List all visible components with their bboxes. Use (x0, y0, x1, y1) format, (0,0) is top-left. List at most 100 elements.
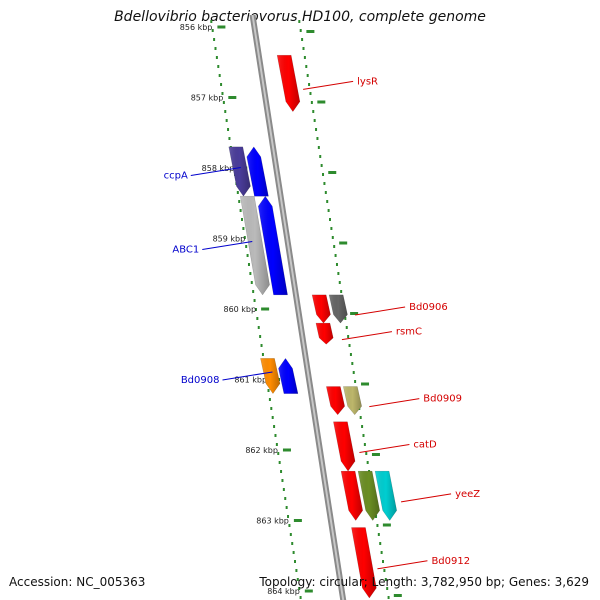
ring-dot-right (306, 74, 309, 77)
ring-dot-left (271, 416, 274, 419)
gene-Bd0912 (351, 527, 377, 599)
gene-shading (240, 196, 270, 295)
label-leader (190, 167, 241, 177)
kbp-tick-right (393, 594, 402, 597)
ring-dot-left (218, 74, 221, 77)
ring-dot-left (284, 497, 287, 500)
ring-dot-left (288, 524, 291, 527)
gene-shading (228, 146, 251, 197)
ring-dot-right (331, 236, 334, 239)
gene-shading (258, 196, 288, 295)
ring-dot-left (287, 515, 290, 518)
ring-dot-right (362, 434, 365, 437)
ring-dot-right (376, 524, 379, 527)
gene-label-rsmC: rsmC (396, 327, 422, 338)
ring-dot-left (239, 209, 242, 212)
ring-dot-right (345, 326, 348, 329)
gene-shading (326, 386, 345, 415)
ring-dot-right (354, 380, 357, 383)
kbp-tick (282, 448, 291, 452)
ring-dot-left (261, 353, 264, 356)
gene-label-yeeZ: yeeZ (455, 489, 480, 500)
kbp-tick-right (350, 312, 359, 315)
label-leader (400, 493, 452, 503)
gene-label-ABC1: ABC1 (172, 245, 199, 256)
ring-dot-left (268, 398, 271, 401)
gene-Bd0909 (342, 386, 362, 416)
gene-Bd0906-a (311, 294, 331, 324)
ring-dot-right (298, 20, 301, 23)
label-leader (341, 331, 393, 341)
ring-dot-left (241, 218, 243, 221)
kbp-ticks: 856 kbp 857 kbp 858 kbp 859 kbp 860 kbp 861 k… (180, 23, 402, 597)
ring-dot-left (285, 506, 288, 509)
ring-dot-right (323, 182, 326, 185)
ring-dot-left (292, 551, 295, 554)
ring-dot-left (227, 128, 230, 131)
gene-label-Bd0909: Bd0909 (423, 394, 462, 405)
ring-dot-right (375, 515, 378, 518)
gene-yeeZ-a (340, 470, 363, 521)
ring-dot-right (344, 317, 347, 320)
accession-text: Accession: NC_005363 (9, 575, 146, 589)
ring-dot-right (303, 56, 306, 59)
ring-dot-left (210, 20, 213, 23)
ring-dot-left (295, 569, 298, 572)
gene-lysR (276, 54, 301, 113)
ring-dot-right (327, 209, 330, 212)
ring-dot-right (361, 425, 364, 428)
gene-shading (277, 55, 300, 112)
ring-dot-left (228, 137, 231, 140)
ring-dot-left (294, 560, 297, 563)
gene-shading (278, 358, 298, 394)
ring-dot-right (379, 542, 382, 545)
label-leader (377, 560, 428, 570)
gene-shading (341, 471, 363, 521)
ring-dot-right (333, 245, 336, 248)
kbp-label: 856 kbp (180, 23, 213, 32)
ring-dot-right (352, 371, 355, 374)
ring-dot-right (324, 191, 327, 194)
ring-dot-left (260, 344, 263, 347)
ring-dot-right (309, 92, 312, 95)
ring-dot-right (326, 200, 329, 203)
gene-label-Bd0908: Bd0908 (181, 375, 220, 386)
gene-shading (343, 386, 362, 415)
ring-dot-left (298, 587, 301, 590)
gene-label-catD: catD (413, 439, 437, 450)
ring-dot-right (335, 263, 338, 266)
ring-dot-right (384, 578, 387, 581)
ring-dot-left (242, 227, 245, 230)
ring-dot-left (281, 479, 284, 482)
ring-dot-right (316, 137, 319, 140)
ring-dot-left (222, 101, 225, 104)
kbp-tick (228, 96, 237, 99)
gene-shading (375, 471, 397, 521)
ring-dot-left (238, 200, 241, 203)
gene-catD (333, 421, 356, 472)
kbp-tick-right (339, 241, 348, 245)
ring-dot-right (386, 587, 389, 590)
kbp-tick-right (371, 453, 380, 456)
ring-dot-left (274, 434, 277, 437)
ring-dot-left (275, 443, 278, 446)
ring-dot-left (291, 542, 294, 545)
ring-dot-left (247, 263, 250, 266)
ring-dot-left (273, 425, 276, 428)
gene-shading (329, 294, 348, 324)
gene-labels: lysR ccpA ABC1 Bd0906 rsmC Bd0908 Bd0909 catD ye… (164, 76, 480, 570)
ring-dot-left (221, 92, 224, 95)
ring-dot-left (250, 281, 253, 284)
gene-features (228, 54, 397, 599)
gene-yeeZ-b (357, 470, 380, 521)
ring-dot-left (259, 335, 262, 338)
label-leader (222, 371, 273, 381)
kbp-tick-right (361, 382, 370, 386)
ring-dot-right (317, 146, 320, 149)
ring-dot-right (365, 452, 368, 455)
ring-dot-right (338, 281, 341, 284)
gene-shading (312, 294, 331, 324)
label-leader (202, 241, 253, 251)
kbp-tick-right (317, 100, 326, 104)
